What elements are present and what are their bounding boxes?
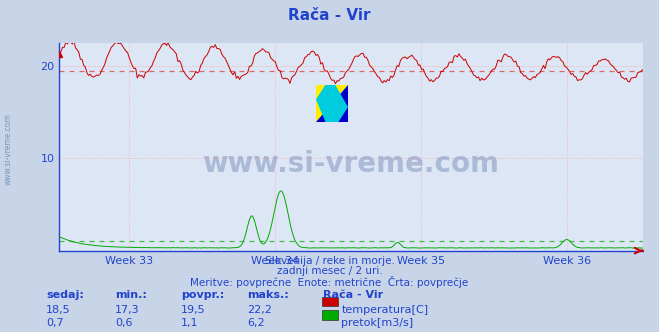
Text: www.si-vreme.com: www.si-vreme.com: [3, 114, 13, 185]
Text: 18,5: 18,5: [46, 305, 71, 315]
Text: 19,5: 19,5: [181, 305, 206, 315]
Text: povpr.:: povpr.:: [181, 290, 225, 300]
Text: maks.:: maks.:: [247, 290, 289, 300]
Text: 22,2: 22,2: [247, 305, 272, 315]
Text: Rača - Vir: Rača - Vir: [288, 8, 371, 23]
Text: 0,6: 0,6: [115, 318, 133, 328]
Text: www.si-vreme.com: www.si-vreme.com: [202, 149, 500, 178]
Text: Slovenija / reke in morje.: Slovenija / reke in morje.: [264, 256, 395, 266]
Text: 1,1: 1,1: [181, 318, 199, 328]
Text: 6,2: 6,2: [247, 318, 265, 328]
Text: temperatura[C]: temperatura[C]: [341, 305, 428, 315]
Text: pretok[m3/s]: pretok[m3/s]: [341, 318, 413, 328]
Text: 17,3: 17,3: [115, 305, 140, 315]
Text: min.:: min.:: [115, 290, 147, 300]
Text: sedaj:: sedaj:: [46, 290, 84, 300]
Text: 0,7: 0,7: [46, 318, 64, 328]
Text: Meritve: povprečne  Enote: metrične  Črta: povprečje: Meritve: povprečne Enote: metrične Črta:…: [190, 276, 469, 288]
Text: zadnji mesec / 2 uri.: zadnji mesec / 2 uri.: [277, 266, 382, 276]
Text: Rača - Vir: Rača - Vir: [323, 290, 383, 300]
